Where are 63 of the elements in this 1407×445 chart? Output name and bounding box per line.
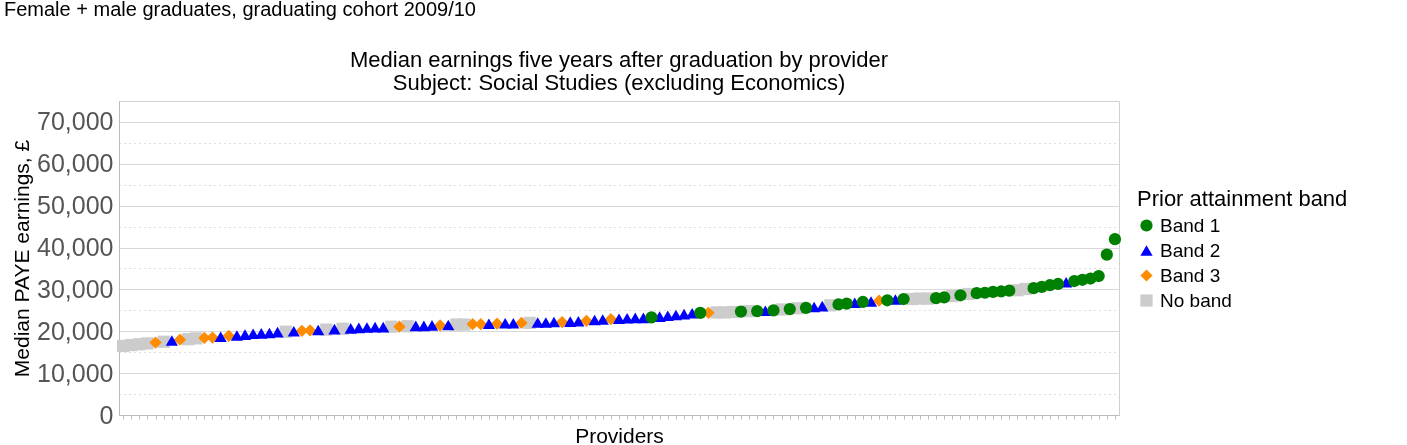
y-tick-label: 40,000 — [37, 233, 114, 262]
point — [938, 291, 951, 304]
legend-label: No band — [1160, 289, 1232, 311]
y-tick-label: 50,000 — [37, 191, 114, 220]
point — [425, 320, 439, 331]
point — [149, 336, 162, 349]
point — [840, 297, 853, 310]
point — [734, 305, 748, 318]
point — [751, 305, 764, 318]
y-tick-label: 0 — [99, 400, 114, 429]
point — [393, 320, 406, 333]
point — [515, 316, 528, 330]
point — [539, 317, 552, 328]
point — [295, 324, 309, 337]
point — [767, 304, 780, 317]
point — [1108, 233, 1122, 246]
point — [312, 324, 325, 336]
point — [344, 323, 357, 334]
legend-title: Prior attainment band — [1137, 186, 1348, 211]
y-tick-label: 30,000 — [37, 274, 114, 303]
point — [799, 301, 813, 314]
text: Female + male graduates, graduating cohort 2009/10 — [4, 0, 476, 21]
point — [547, 316, 561, 328]
point — [434, 319, 447, 332]
y-tick-label: 20,000 — [37, 316, 114, 345]
point — [238, 329, 252, 340]
point — [377, 321, 390, 333]
point — [897, 292, 910, 306]
point — [783, 302, 796, 316]
legend-label: Band 1 — [1160, 214, 1221, 236]
y-tick-label: 10,000 — [37, 358, 114, 387]
y-tick-label: 70,000 — [37, 107, 114, 136]
point — [165, 335, 178, 346]
point — [222, 329, 235, 342]
point — [604, 313, 617, 326]
y-axis-title: Median PAYE earnings, £ — [10, 139, 34, 378]
point — [287, 325, 300, 337]
point — [360, 322, 374, 333]
point — [1051, 277, 1065, 291]
point — [190, 332, 203, 345]
point — [442, 319, 455, 331]
point — [1092, 269, 1105, 283]
point — [694, 306, 707, 319]
y-tick-label: 60,000 — [37, 149, 114, 178]
legend-label: Band 3 — [1160, 264, 1221, 286]
point — [303, 324, 317, 337]
point — [856, 295, 870, 309]
point — [214, 331, 227, 343]
point — [507, 318, 520, 329]
point — [555, 315, 569, 329]
point — [1003, 284, 1016, 297]
point — [490, 317, 504, 330]
point — [954, 289, 967, 302]
point — [482, 318, 496, 330]
point — [230, 330, 244, 341]
point — [328, 323, 341, 335]
x-axis-title: Providers — [575, 424, 664, 445]
chart-title: Median earnings five years after graduation by provider — [349, 47, 889, 72]
point — [881, 294, 894, 307]
point — [173, 333, 187, 346]
point — [1100, 248, 1113, 261]
point — [645, 311, 658, 324]
legend-label: Band 2 — [1160, 239, 1221, 261]
